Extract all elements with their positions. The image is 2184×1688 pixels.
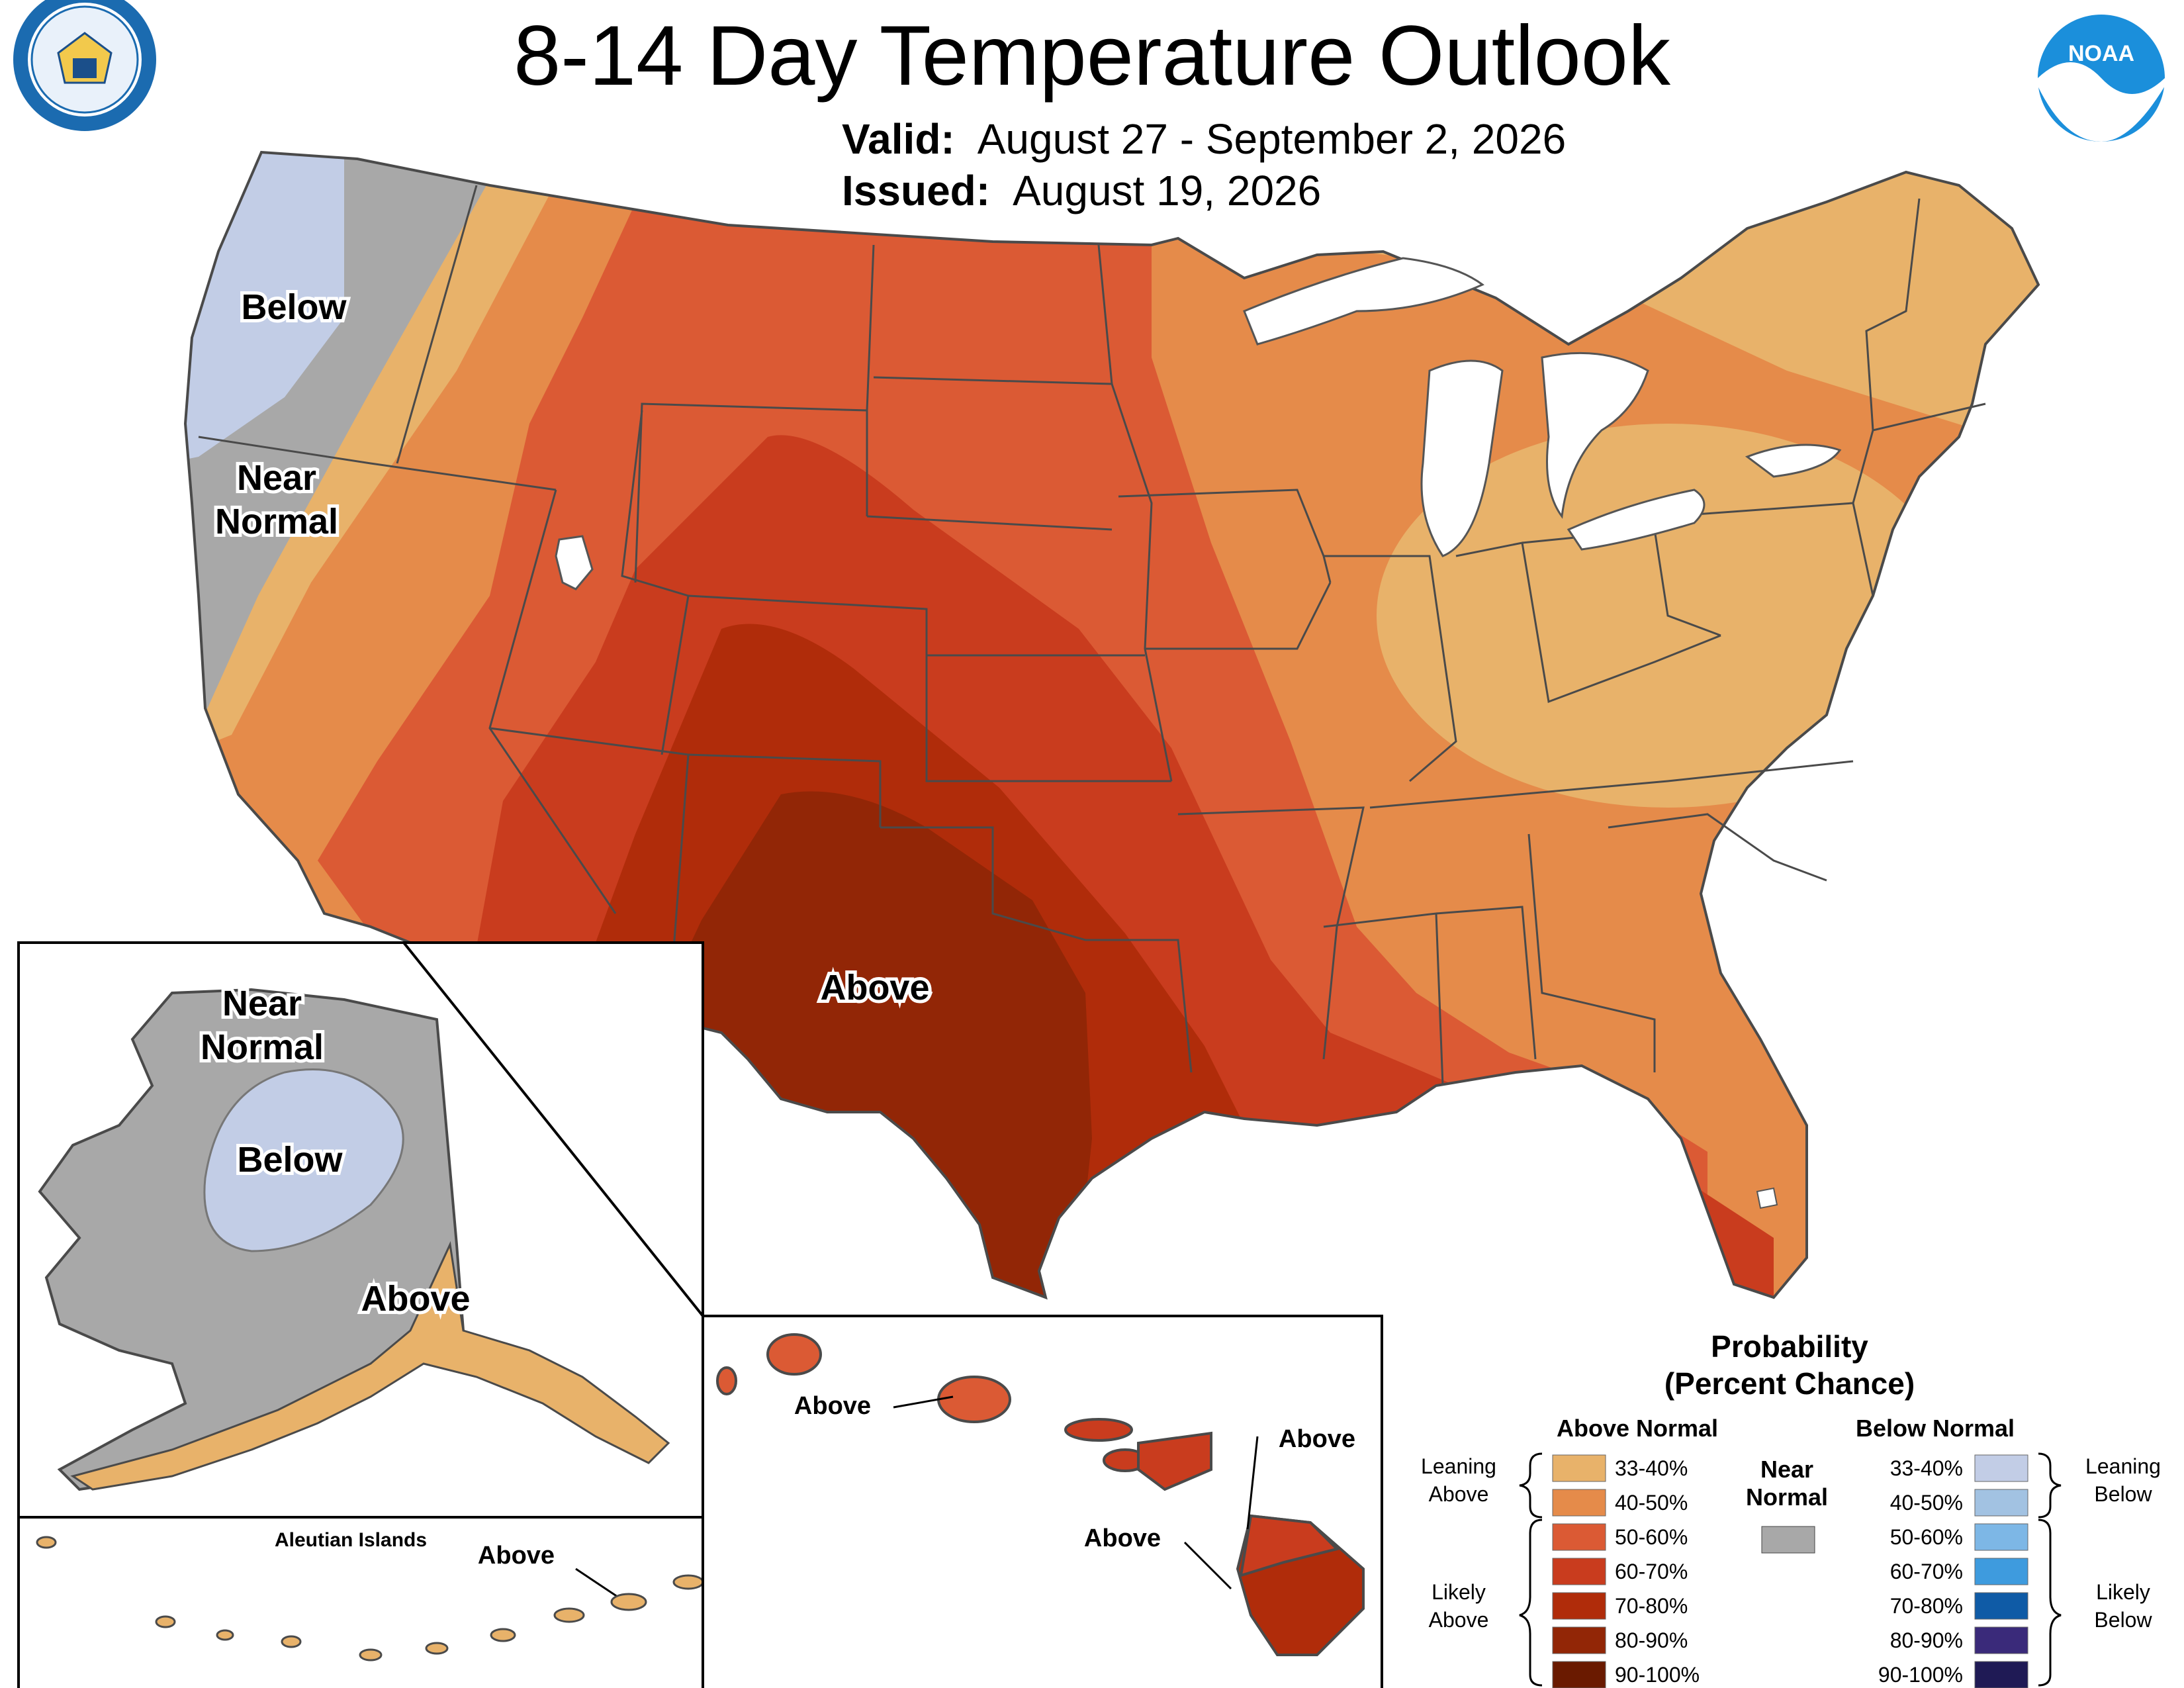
legend-above-label-33-40%: 33-40%: [1615, 1456, 1688, 1480]
legend-above-label-70-80%: 70-80%: [1615, 1594, 1688, 1618]
great-lakes: [1243, 257, 1842, 557]
legend-above-label-50-60%: 50-60%: [1615, 1525, 1688, 1549]
legend-below-label-70-80%: 70-80%: [1890, 1594, 1963, 1618]
lake-okeechobee: [1756, 1187, 1778, 1209]
page-title: 8-14 Day Temperature Outlook: [514, 9, 1670, 103]
conus-near-normal-label-line2: Normal: [215, 502, 338, 541]
legend-below-swatch-70-80%: [1974, 1592, 2028, 1620]
legend-likely-above-line1: Likely: [1432, 1580, 1486, 1604]
hawaii-above-label-oahu: Above: [794, 1392, 871, 1420]
alaska-near-normal-label-line1: Near: [222, 984, 302, 1023]
band-above-80-90: [649, 791, 1092, 1297]
legend-below-label-33-40%: 33-40%: [1890, 1456, 1963, 1480]
legend-above-swatch-70-80%: [1552, 1592, 1606, 1620]
legend-below-label-60-70%: 60-70%: [1890, 1560, 1963, 1583]
legend-above-swatch-90-100%: [1552, 1661, 1606, 1688]
aleutian-above-label: Above: [478, 1542, 555, 1570]
valid-dates: August 27 - September 2, 2026: [977, 115, 1567, 163]
legend-below-normal-header: Below Normal: [1856, 1415, 2015, 1442]
aleutian-islands-title: Aleutian Islands: [275, 1529, 427, 1551]
legend-below-label-40-50%: 40-50%: [1890, 1491, 1963, 1515]
legend-below-swatch-90-100%: [1974, 1661, 2028, 1688]
legend-below-swatch-80-90%: [1974, 1626, 2028, 1654]
legend-above-label-60-70%: 60-70%: [1615, 1560, 1688, 1583]
legend-near-normal-header-line2: Normal: [1746, 1483, 1828, 1511]
legend-above-normal-header: Above Normal: [1557, 1415, 1718, 1442]
noaa-logo-icon: NOAA: [2038, 15, 2165, 142]
conus-probability-bands: [185, 152, 2038, 1297]
legend-likely-below-line1: Likely: [2096, 1580, 2150, 1604]
hawaii-above-label-big-island: Above: [1084, 1524, 1161, 1552]
legend-title-line2: (Percent Chance): [1664, 1366, 1915, 1401]
legend-brace-likely-below: [2038, 1519, 2062, 1687]
legend-below-swatch-40-50%: [1974, 1489, 2028, 1517]
great-salt-lake: [555, 535, 594, 590]
conus-below-label: Below: [241, 287, 347, 327]
alaska-below-area: [203, 1068, 404, 1252]
legend-above-swatch-80-90%: [1552, 1626, 1606, 1654]
hawaii-inset: Above Above Above: [702, 1315, 1383, 1688]
legend-near-normal-header-line1: Near: [1760, 1456, 1813, 1483]
legend-leaning-above-line2: Above: [1429, 1482, 1489, 1506]
probability-legend: Probability (Percent Chance) Above Norma…: [1421, 1329, 2161, 1688]
legend-brace-likely-above: [1519, 1519, 1543, 1687]
legend-below-swatch-60-70%: [1974, 1558, 2028, 1585]
noaa-logo-text: NOAA: [2068, 41, 2134, 66]
legend-above-label-90-100%: 90-100%: [1615, 1663, 1700, 1687]
legend-likely-below-line2: Below: [2094, 1608, 2152, 1632]
legend-above-swatch-50-60%: [1552, 1523, 1606, 1551]
legend-below-label-50-60%: 50-60%: [1890, 1525, 1963, 1549]
legend-above-rows: 33-40% 40-50% 50-60% 60-70% 70-80% 80-90% 90-1…: [1552, 1454, 1700, 1688]
issued-line: Issued: August 19, 2026: [842, 165, 1321, 216]
issued-label: Issued:: [842, 167, 991, 214]
conus-near-normal-label-line1: Near: [237, 458, 316, 498]
valid-label: Valid:: [842, 115, 955, 163]
legend-above-swatch-60-70%: [1552, 1558, 1606, 1585]
conus-above-label: Above: [820, 968, 929, 1008]
legend-leaning-above-line1: Leaning: [1421, 1454, 1496, 1478]
legend-title-line1: Probability: [1711, 1329, 1868, 1364]
legend-above-swatch-33-40%: [1552, 1454, 1606, 1482]
alaska-below-label: Below: [237, 1140, 343, 1180]
alaska-near-normal-label-line2: Normal: [201, 1027, 324, 1067]
aleutian-island-chain: [36, 1536, 704, 1662]
legend-below-swatch-50-60%: [1974, 1523, 2028, 1551]
department-of-commerce-seal-icon: [13, 0, 156, 131]
alaska-inset-leader-line: [402, 941, 704, 1317]
alaska-above-area: [70, 1241, 670, 1491]
legend-below-rows: 33-40% 40-50% 50-60% 60-70% 70-80% 80-90% 90-1…: [1878, 1454, 2028, 1688]
alaska-inset: Near Normal Below Above: [17, 941, 704, 1519]
aleutian-islands-inset: Aleutian Islands Above: [17, 1516, 704, 1688]
issued-date: August 19, 2026: [1013, 167, 1322, 214]
valid-line: Valid: August 27 - September 2, 2026: [842, 114, 1566, 164]
legend-below-label-90-100%: 90-100%: [1878, 1663, 1963, 1687]
legend-above-label-40-50%: 40-50%: [1615, 1491, 1688, 1515]
legend-above-label-80-90%: 80-90%: [1615, 1628, 1688, 1652]
legend-below-label-80-90%: 80-90%: [1890, 1628, 1963, 1652]
legend-leaning-below-line1: Leaning: [2085, 1454, 2161, 1478]
legend-brace-leaning-below: [2038, 1452, 2062, 1519]
legend-likely-above-line2: Above: [1429, 1608, 1489, 1632]
legend-above-swatch-40-50%: [1552, 1489, 1606, 1517]
legend-leaning-below-line2: Below: [2094, 1482, 2152, 1506]
hawaii-islands: [716, 1333, 1365, 1656]
alaska-above-label: Above: [361, 1279, 470, 1319]
legend-near-normal-swatch: [1761, 1526, 1815, 1554]
legend-below-swatch-33-40%: [1974, 1454, 2028, 1482]
hawaii-above-label-maui: Above: [1279, 1425, 1355, 1453]
legend-brace-leaning-above: [1519, 1452, 1543, 1519]
